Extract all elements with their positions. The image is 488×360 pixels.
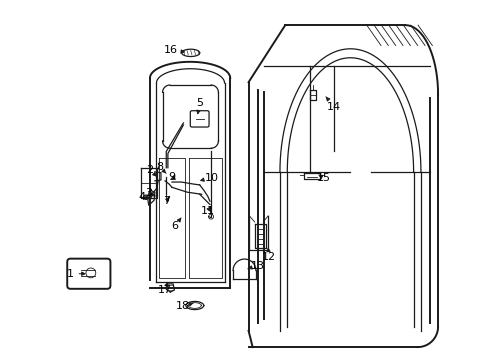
Text: 2: 2 [146,165,156,176]
Text: 1: 1 [66,269,85,279]
Text: 5: 5 [196,98,203,114]
Text: 15: 15 [316,173,330,183]
Text: 16: 16 [164,45,184,55]
Text: 4: 4 [138,192,149,202]
Text: 8: 8 [156,162,166,173]
Text: 11: 11 [201,206,214,216]
Text: 7: 7 [163,196,169,206]
Text: 17: 17 [158,282,172,295]
Text: 10: 10 [200,172,219,183]
Text: 3: 3 [145,188,155,198]
Text: 13: 13 [247,261,264,271]
Text: 12: 12 [262,248,275,262]
Text: 9: 9 [168,172,175,182]
Text: 14: 14 [325,97,341,112]
Text: 18: 18 [176,301,193,311]
Text: 6: 6 [171,218,181,231]
